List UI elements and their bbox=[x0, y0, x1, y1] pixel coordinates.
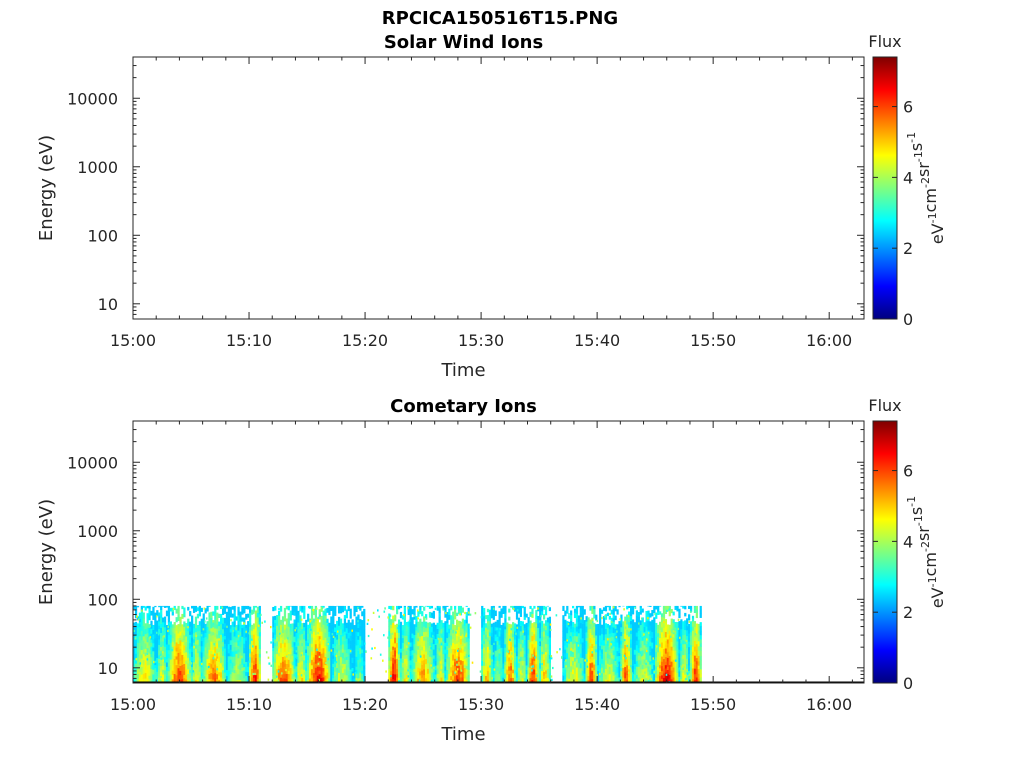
cometary-axes-frame bbox=[132, 420, 865, 684]
x-tick-label: 16:00 bbox=[806, 331, 852, 350]
flux-segment-17 bbox=[481, 605, 493, 683]
colorbar-tick-label: 2 bbox=[903, 239, 913, 258]
flux-segment-5 bbox=[225, 605, 250, 683]
unit-exponent: -1 bbox=[905, 132, 918, 143]
cometary-ions-panel: Cometary Ions 15:00 15:10 15:20 15:30 15:40 15… bbox=[36, 396, 947, 745]
flux-segment-11 bbox=[353, 605, 366, 683]
flux-segment-25 bbox=[597, 605, 621, 683]
flux-speckles bbox=[133, 606, 703, 683]
x-tick-label: 15:50 bbox=[690, 331, 736, 350]
unit-base: cm bbox=[921, 552, 940, 576]
flux-segment-4 bbox=[202, 605, 227, 683]
flux-segment-19 bbox=[504, 605, 517, 683]
colorbar-gradient bbox=[872, 420, 898, 684]
y-tick-label: 1000 bbox=[77, 158, 118, 177]
x-tick-label: 15:40 bbox=[574, 331, 620, 350]
x-tick-label: 15:10 bbox=[226, 331, 272, 350]
x-tick-label: 15:50 bbox=[690, 695, 736, 714]
x-tick-label: 15:30 bbox=[458, 695, 504, 714]
figure-title: RPCICA150516T15.PNG bbox=[382, 8, 618, 29]
unit-base: sr bbox=[914, 526, 933, 541]
colorbar-tick-label: 0 bbox=[903, 674, 913, 693]
x-tick-label: 15:00 bbox=[110, 331, 156, 350]
solar-wind-y-axis-label: Energy (eV) bbox=[36, 135, 57, 241]
unit-base: s bbox=[907, 507, 926, 515]
cometary-x-axis-label: Time bbox=[440, 724, 485, 745]
x-tick-label: 15:30 bbox=[458, 331, 504, 350]
colorbar-tick-label: 4 bbox=[903, 168, 913, 187]
y-tick-label: 100 bbox=[87, 590, 118, 609]
colorbar-title: Flux bbox=[868, 32, 901, 51]
y-tick-label: 10 bbox=[98, 659, 118, 678]
flux-segment-6 bbox=[249, 605, 261, 683]
flux-segment-2 bbox=[167, 605, 192, 683]
x-tick-label: 15:20 bbox=[342, 331, 388, 350]
unit-exponent: -2 bbox=[919, 541, 932, 552]
colorbar-gradient bbox=[872, 56, 898, 320]
unit-exponent: -1 bbox=[926, 212, 939, 223]
flux-segment-30 bbox=[689, 605, 702, 683]
y-tick-label: 1000 bbox=[77, 522, 118, 541]
y-tick-label: 10 bbox=[98, 295, 118, 314]
flux-segment-14 bbox=[411, 605, 435, 683]
unit-base: sr bbox=[914, 162, 933, 177]
solar-wind-x-axis-label: Time bbox=[440, 360, 485, 381]
unit-exponent: -2 bbox=[919, 177, 932, 188]
y-tick-label: 10000 bbox=[67, 453, 118, 472]
unit-base: eV bbox=[928, 223, 947, 244]
unit-base: cm bbox=[921, 188, 940, 212]
unit-base: eV bbox=[928, 587, 947, 608]
cometary-spectrogram bbox=[133, 605, 864, 683]
x-tick-label: 15:00 bbox=[110, 695, 156, 714]
x-tick-label: 15:40 bbox=[574, 695, 620, 714]
solar-wind-panel-title: Solar Wind Ions bbox=[384, 32, 543, 53]
cometary-y-axis-label: Energy (eV) bbox=[36, 499, 57, 605]
cometary-panel-title: Cometary Ions bbox=[390, 396, 537, 417]
colorbar-unit-label: eV-1cm-2sr-1s-1 bbox=[905, 496, 947, 608]
flux-segment-9 bbox=[307, 605, 331, 683]
y-tick-label: 100 bbox=[87, 226, 118, 245]
solar-wind-plot-area bbox=[133, 57, 864, 319]
x-tick-label: 16:00 bbox=[806, 695, 852, 714]
colorbar-tick-label: 6 bbox=[903, 98, 913, 117]
unit-exponent: -1 bbox=[905, 496, 918, 507]
flux-segment-8 bbox=[295, 605, 308, 683]
flux-segment-13 bbox=[399, 605, 412, 683]
colorbar-title: Flux bbox=[868, 396, 901, 415]
flux-segment-18 bbox=[492, 605, 505, 683]
solar-wind-ions-panel: Solar Wind Ions 15:00 15:10 15:20 15:30 15:40… bbox=[36, 32, 947, 381]
solar-wind-axes-frame bbox=[132, 56, 865, 320]
colorbar-tick-label: 0 bbox=[903, 310, 913, 329]
flux-segment-7 bbox=[272, 605, 296, 683]
y-tick-label: 10000 bbox=[67, 89, 118, 108]
flux-segment-0 bbox=[133, 605, 157, 683]
flux-segment-23 bbox=[562, 605, 586, 683]
flux-segment-15 bbox=[434, 605, 447, 683]
colorbar-tick-label: 6 bbox=[903, 462, 913, 481]
unit-exponent: -1 bbox=[912, 515, 925, 526]
colorbar-tick-label: 4 bbox=[903, 532, 913, 551]
unit-exponent: -1 bbox=[926, 576, 939, 587]
flux-segment-26 bbox=[620, 605, 633, 683]
unit-exponent: -1 bbox=[912, 151, 925, 162]
unit-base: s bbox=[907, 143, 926, 151]
x-tick-label: 15:10 bbox=[226, 695, 272, 714]
x-tick-label: 15:20 bbox=[342, 695, 388, 714]
flux-segment-16 bbox=[446, 605, 470, 683]
flux-segment-28 bbox=[655, 605, 679, 683]
colorbar-unit-label: eV-1cm-2sr-1s-1 bbox=[905, 132, 947, 244]
colorbar-tick-label: 2 bbox=[903, 603, 913, 622]
flux-segment-22 bbox=[539, 605, 552, 683]
flux-segment-29 bbox=[678, 605, 691, 683]
flux-segment-27 bbox=[631, 605, 656, 683]
